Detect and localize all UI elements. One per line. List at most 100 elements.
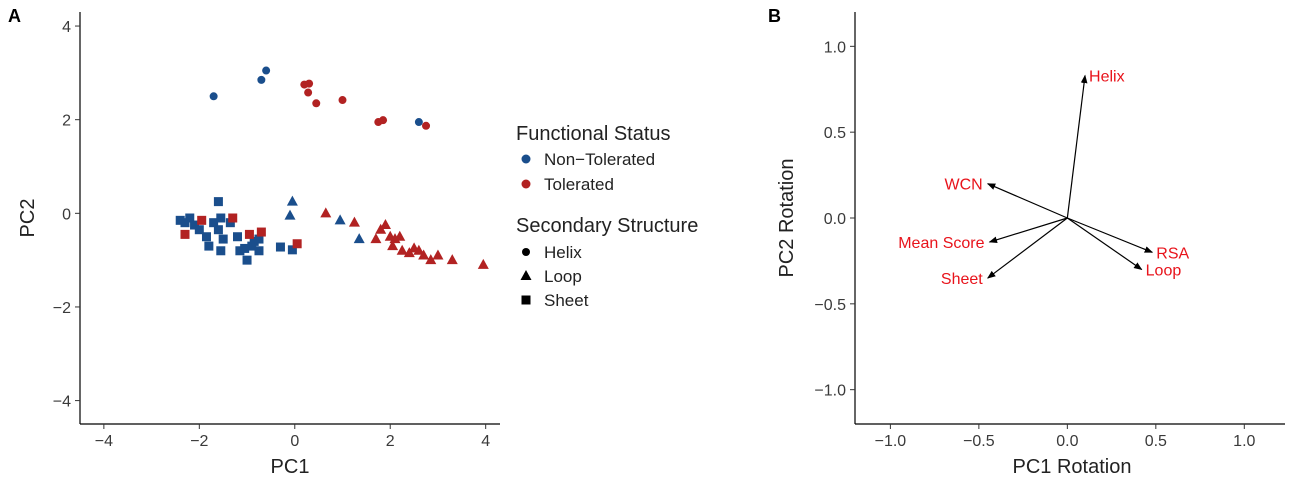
panel-b-label: B [768,6,781,26]
non-tolerated-square-point [254,234,264,244]
vector-arrow-wcn [986,183,1068,219]
non-tolerated-circle-point [262,66,271,75]
tolerated-triangle-point [379,219,391,230]
vector-label-wcn: WCN [944,177,982,194]
non-tolerated-square-point [242,255,252,265]
vector-label-loop: Loop [1146,263,1182,280]
non-tolerated-square-point [249,236,259,246]
panel-a-scatter: A −4 −2 0 2 4 −4 −2 0 2 4 PC1 PC2 Functional Stat… [8,6,698,478]
legend-shape-entries: Helix Loop Sheet [520,243,589,310]
panel-b-biplot: B −1.0 −0.5 0.0 0.5 1.0 −1.0 −0.5 0.0 0.5 1.0 Hel… [768,6,1285,478]
y-tick-label: 0 [62,206,71,223]
non-tolerated-triangle-point [334,214,346,225]
tolerated-triangle-point [477,258,489,269]
non-tolerated-square-point [213,197,223,207]
non-tolerated-triangle-point [286,195,298,206]
tolerated-circle-point [312,99,321,108]
legend-square-key [521,295,531,305]
x-tick-label: −4 [95,433,113,450]
x-tick-label: 1.0 [1233,433,1255,450]
legend-circle-key [522,248,530,256]
y-tick-label: −1.0 [814,383,846,400]
tolerated-triangle-point [413,244,425,255]
panel-a-label: A [8,6,21,26]
tolerated-triangle-point [446,254,458,265]
non-tolerated-square-point [247,241,257,251]
non-tolerated-square-point [275,242,285,252]
legend-color-entries: Non−Tolerated Tolerated [521,150,655,194]
non-tolerated-square-point [233,232,242,242]
vector-label-mean-score: Mean Score [898,235,984,252]
panel-a-axes: −4 −2 0 2 4 −4 −2 0 2 4 [53,12,500,450]
non-tolerated-square-point [287,245,297,255]
legend-color-key [521,154,531,164]
panel-b-y-axis-label: PC2 Rotation [776,159,798,278]
tolerated-triangle-point [396,244,408,255]
x-tick-label: 2 [386,433,395,450]
non-tolerated-square-point [240,243,250,253]
non-tolerated-circle-point [257,75,266,84]
legend-shape-label: Helix [544,243,582,262]
tolerated-circle-point [422,121,431,130]
tolerated-triangle-point [387,240,399,251]
tolerated-triangle-point [425,254,437,265]
non-tolerated-square-point [218,234,228,244]
non-tolerated-square-point [204,241,214,251]
tolerated-triangle-point [432,249,444,260]
legend-color-label: Tolerated [544,175,614,194]
non-tolerated-square-point [190,220,200,230]
tolerated-square-point [197,215,207,225]
non-tolerated-circle-point [209,92,218,101]
non-tolerated-circle-point [414,118,423,127]
panel-a-legend: Functional Status Non−Tolerated Tolerated… [516,123,698,310]
vector-arrow-loop [1067,217,1143,270]
panel-b-axes: −1.0 −0.5 0.0 0.5 1.0 −1.0 −0.5 0.0 0.5 1.0 [814,12,1285,450]
vector-arrow-rsa [1067,217,1154,253]
tolerated-triangle-point [418,249,430,260]
x-tick-label: −2 [190,433,208,450]
non-tolerated-triangle-point [353,233,365,244]
tolerated-circle-point [379,116,388,125]
y-tick-label: −0.5 [814,297,846,314]
panel-a-y-axis-label: PC2 [17,199,39,238]
non-tolerated-square-point [209,218,219,228]
y-tick-label: 4 [62,19,71,36]
vector-arrow-sheet [987,217,1068,279]
legend-shape-title: Secondary Structure [516,215,698,237]
x-tick-label: −0.5 [963,433,995,450]
vector-label-rsa: RSA [1156,245,1189,262]
non-tolerated-square-point [175,215,185,225]
non-tolerated-square-point [254,246,264,256]
tolerated-square-point [292,239,302,249]
non-tolerated-square-point [235,246,245,256]
tolerated-square-point [180,229,190,239]
non-tolerated-square-point [213,225,223,235]
vector-label-helix: Helix [1089,69,1125,86]
legend-color-label: Non−Tolerated [544,150,655,169]
tolerated-triangle-point [320,207,332,218]
non-tolerated-square-point [201,232,211,242]
legend-shape-label: Loop [544,267,582,286]
legend-shape-label: Sheet [544,291,589,310]
panel-a-x-axis-label: PC1 [271,456,310,478]
legend-color-key [521,179,531,189]
x-tick-label: 0.5 [1145,433,1167,450]
tolerated-circle-point [305,79,314,88]
tolerated-circle-point [338,96,347,105]
non-tolerated-square-point [180,218,190,228]
non-tolerated-square-point [185,213,195,223]
y-tick-label: −2 [53,300,71,317]
tolerated-triangle-point [394,230,406,241]
tolerated-square-point [228,213,238,223]
tolerated-triangle-point [370,233,382,244]
legend-color-title: Functional Status [516,123,671,145]
legend-triangle-key [520,270,532,280]
x-tick-label: 0.0 [1056,433,1078,450]
vector-arrow-mean-score [988,217,1068,244]
non-tolerated-triangle-point [284,209,296,220]
non-tolerated-square-point [194,225,204,235]
non-tolerated-square-point [225,218,235,228]
x-tick-label: −1.0 [875,433,907,450]
